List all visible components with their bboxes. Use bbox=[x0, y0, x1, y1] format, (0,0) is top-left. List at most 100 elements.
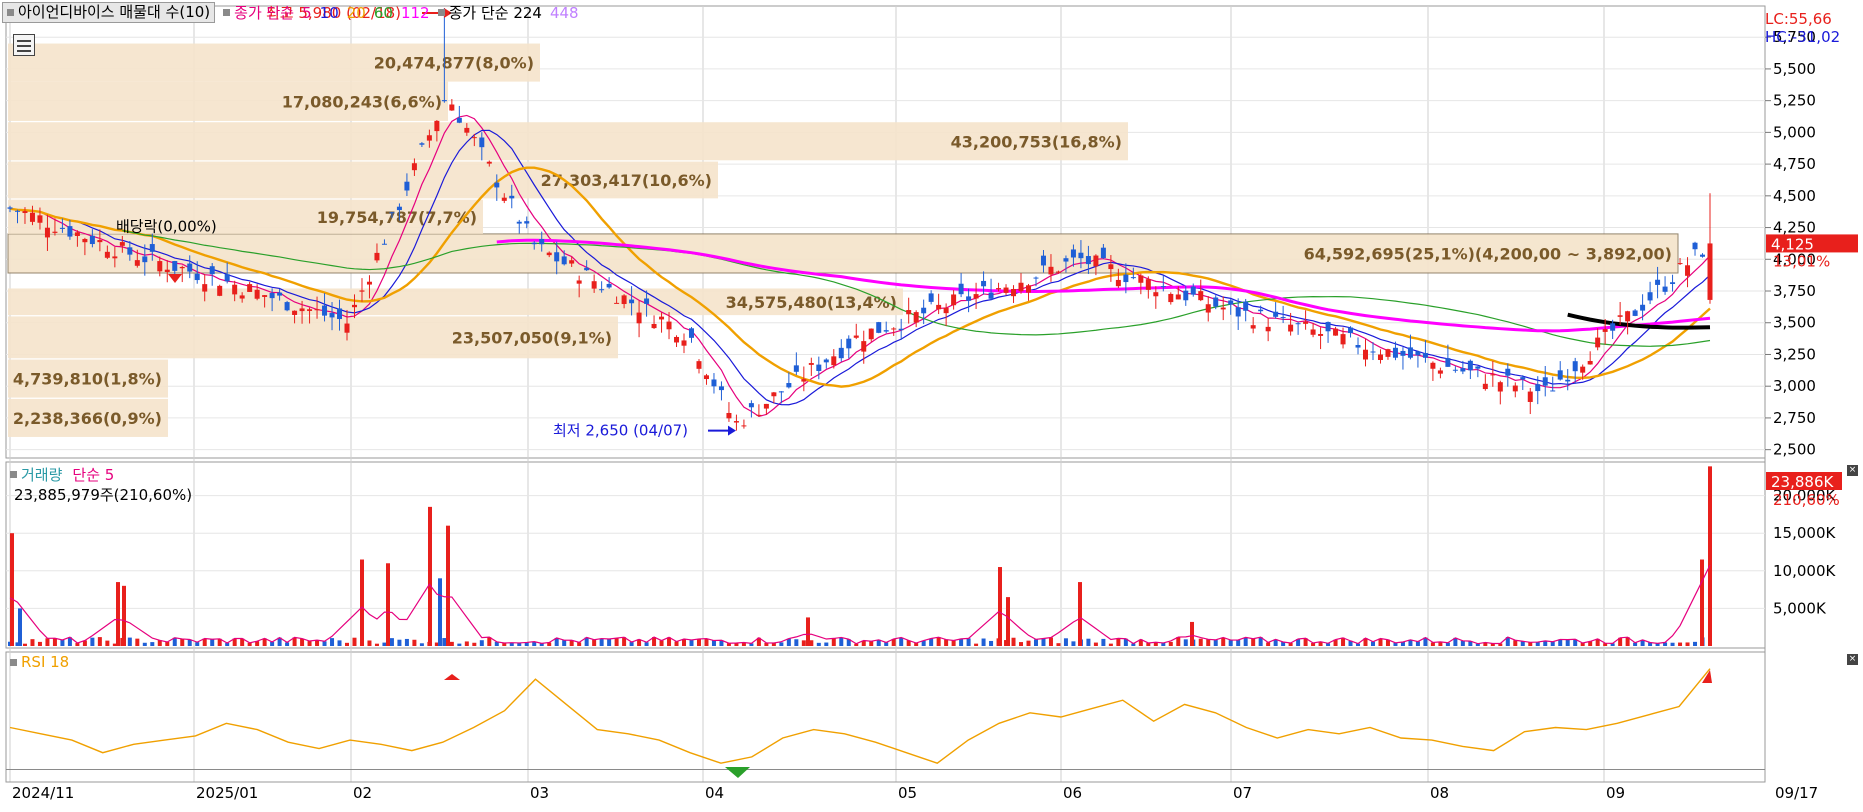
volume-bar bbox=[52, 638, 57, 646]
candle-body bbox=[793, 365, 799, 372]
candle-body bbox=[82, 238, 88, 243]
candle-body bbox=[1288, 324, 1294, 332]
candle-body bbox=[1422, 353, 1428, 358]
candle-body bbox=[1325, 321, 1331, 332]
volume-bar bbox=[644, 642, 649, 646]
volume-profile-bar bbox=[7, 233, 1679, 274]
volume-legend[interactable]: 거래량 단순 5 bbox=[10, 464, 114, 485]
price-legend-title[interactable]: 아이언디바이스 매물대 수(10) bbox=[2, 2, 216, 23]
volume-bar bbox=[959, 638, 964, 646]
candle-body bbox=[1662, 286, 1668, 292]
candle-body bbox=[546, 252, 552, 256]
candle-body bbox=[1295, 323, 1301, 325]
volume-bar bbox=[487, 637, 492, 646]
candle-body bbox=[1213, 297, 1219, 307]
volume-bar bbox=[292, 637, 297, 646]
close-icon[interactable]: × bbox=[1847, 654, 1858, 665]
volume-bar bbox=[1131, 643, 1136, 646]
volume-bar bbox=[816, 642, 821, 646]
volume-bar bbox=[60, 639, 65, 646]
volume-profile-label: 27,303,417(10,6%) bbox=[541, 171, 712, 190]
rsi-oversold-marker bbox=[725, 767, 750, 778]
y-tick-label: 5,000K bbox=[1773, 599, 1827, 617]
candle-body bbox=[97, 240, 103, 243]
y-tick-label: 3,750 bbox=[1773, 282, 1816, 300]
candle-body bbox=[1670, 282, 1676, 284]
volume-bar bbox=[1116, 638, 1121, 646]
candle-body bbox=[1505, 368, 1511, 376]
ma-period-60: 60 bbox=[373, 3, 393, 22]
volume-bar bbox=[929, 638, 934, 646]
candle-body bbox=[456, 117, 462, 123]
y-tick-label: 5,000 bbox=[1773, 123, 1816, 141]
volume-bar bbox=[449, 641, 454, 646]
volume-bar bbox=[689, 639, 694, 646]
volume-profile-label: 2,238,366(0,9%) bbox=[13, 409, 162, 428]
x-tick-label: 09 bbox=[1606, 784, 1625, 802]
volume-bar bbox=[389, 638, 394, 646]
volume-bar bbox=[876, 639, 881, 646]
candle-body bbox=[1048, 266, 1054, 275]
volume-bar bbox=[1400, 641, 1405, 646]
volume-bar bbox=[1146, 642, 1151, 646]
candle-body bbox=[1265, 326, 1271, 332]
y-tick-label: 20,000K bbox=[1773, 487, 1836, 505]
volume-bar bbox=[659, 640, 664, 646]
volume-bar bbox=[1363, 638, 1368, 646]
volume-bar bbox=[322, 641, 327, 646]
volume-bar bbox=[262, 638, 267, 646]
calculator-icon[interactable] bbox=[13, 34, 35, 56]
candle-body bbox=[149, 244, 155, 252]
rsi-legend[interactable]: RSI 18 bbox=[10, 653, 69, 671]
volume-bar bbox=[386, 563, 390, 646]
rsi-panel-frame bbox=[5, 651, 1766, 783]
volume-bar bbox=[1558, 639, 1563, 646]
ma-period-20: 20 bbox=[346, 3, 366, 22]
volume-bar bbox=[1078, 582, 1082, 646]
candle-body bbox=[853, 335, 859, 338]
candle-body bbox=[756, 414, 762, 416]
volume-bar bbox=[734, 643, 739, 646]
volume-bar bbox=[806, 617, 810, 646]
candle-body bbox=[1100, 247, 1106, 259]
candle-body bbox=[1557, 370, 1563, 380]
volume-bar bbox=[1498, 643, 1503, 646]
candle-body bbox=[1685, 265, 1691, 276]
candle-body bbox=[59, 227, 65, 229]
volume-bar bbox=[330, 638, 335, 646]
candle-body bbox=[621, 295, 627, 305]
close-icon[interactable]: × bbox=[1847, 465, 1858, 476]
candle-body bbox=[1250, 325, 1256, 329]
ma224-legend[interactable]: 종가 단순 224 448 bbox=[437, 2, 579, 23]
candle-body bbox=[1370, 351, 1376, 353]
candle-body bbox=[37, 215, 43, 223]
volume-bar bbox=[622, 637, 627, 646]
candle-body bbox=[1490, 374, 1496, 376]
volume-bar bbox=[998, 567, 1002, 646]
volume-bar bbox=[914, 643, 919, 646]
volume-bar bbox=[1378, 638, 1383, 646]
volume-bar bbox=[1430, 642, 1435, 646]
volume-bar bbox=[1258, 637, 1263, 646]
volume-bar bbox=[607, 638, 612, 646]
candle-body bbox=[52, 231, 58, 233]
volume-bar bbox=[674, 641, 679, 646]
candle-body bbox=[194, 273, 200, 281]
volume-bar bbox=[1153, 642, 1158, 646]
volume-bar bbox=[352, 637, 357, 646]
ma-legend[interactable]: 종가 단순 5 10 20 60 112 bbox=[223, 2, 430, 23]
volume-bar bbox=[1700, 559, 1704, 646]
volume-bar bbox=[1071, 641, 1076, 646]
candle-body bbox=[1535, 384, 1541, 392]
candle-body bbox=[1385, 349, 1391, 357]
volume-bar bbox=[1708, 466, 1712, 646]
candle-body bbox=[644, 298, 650, 304]
volume-bar bbox=[438, 578, 442, 646]
volume-bar bbox=[652, 637, 657, 646]
volume-bar bbox=[1423, 637, 1428, 646]
candle-body bbox=[1392, 347, 1398, 358]
candle-body bbox=[22, 211, 28, 214]
volume-bar bbox=[1648, 642, 1653, 646]
candle-body bbox=[988, 292, 994, 299]
